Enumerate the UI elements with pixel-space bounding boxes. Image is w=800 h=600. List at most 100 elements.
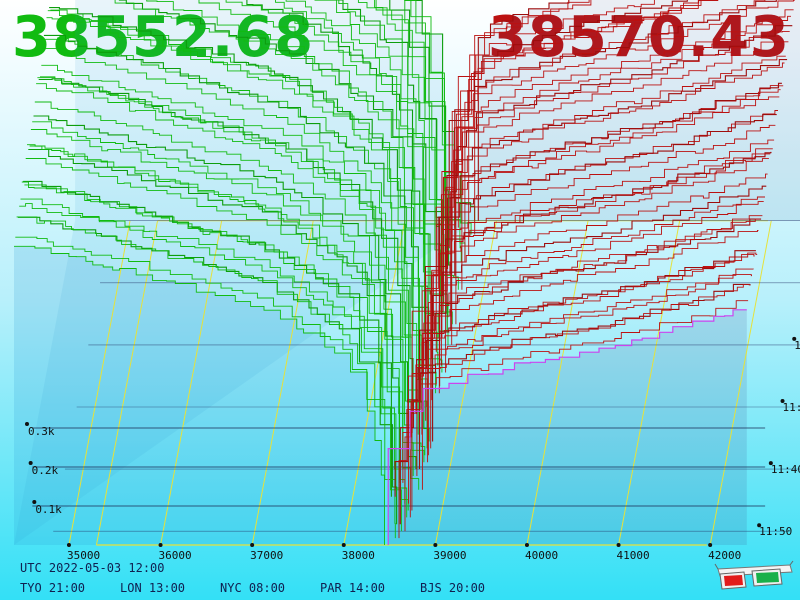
- price-tick-dot: [616, 543, 621, 547]
- ask-depth-line: [404, 284, 750, 532]
- price-grid-line: [618, 220, 681, 546]
- price-tick-dot: [66, 543, 71, 547]
- volume-tick-dot: [24, 422, 29, 426]
- ask-depth-line: [455, 41, 789, 325]
- ask-depth-line: [457, 0, 592, 228]
- bid-depth-line: [29, 145, 425, 463]
- price-tick-label: 39000: [433, 549, 466, 562]
- ask-depth-line: [431, 139, 775, 401]
- bid-depth-line: [37, 77, 423, 421]
- bid-depth-line: [43, 34, 437, 387]
- depth-fill-layer: [14, 0, 800, 546]
- bid-depth-line: [21, 181, 406, 504]
- 3d-glasses-icon[interactable]: [714, 560, 794, 594]
- clock-nyc: NYC 08:00: [220, 581, 286, 595]
- ask-depth-line: [461, 0, 795, 290]
- ask-depth-line: [446, 25, 793, 304]
- bid-surface-fill: [14, 246, 385, 546]
- price-tick-dot: [708, 543, 713, 547]
- bid-depth-line: [41, 64, 429, 401]
- bid-depth-line: [20, 198, 409, 511]
- time-tick-label: 11:20: [794, 339, 800, 352]
- price-tick-label: 41000: [617, 549, 650, 562]
- ask-depth-line: [477, 0, 570, 221]
- ask-depth-line: [430, 196, 765, 449]
- time-tick-label: 11:50: [759, 525, 792, 538]
- bid-depth-line: [49, 7, 429, 359]
- price-tick-label: 37000: [250, 549, 283, 562]
- time-tick-label: 11:40: [771, 463, 800, 476]
- ask-depth-line: [441, 55, 786, 338]
- bid-depth-line: [374, 0, 462, 263]
- ask-depth-line: [443, 9, 794, 297]
- ask-series: [387, 0, 795, 545]
- ask-depth-line: [408, 253, 755, 504]
- ask-depth-line: [427, 201, 764, 456]
- price-grid-line: [343, 220, 406, 546]
- bid-depth-line: [14, 245, 385, 545]
- ask-depth-line: [425, 153, 771, 421]
- ask-depth-line: [450, 59, 788, 332]
- bid-depth-line: [42, 47, 437, 394]
- ask-depth-line: [416, 151, 772, 414]
- ask-depth-line: [447, 0, 719, 269]
- bid-depth-line: [47, 10, 439, 366]
- bid-depth-line: [23, 180, 392, 497]
- bid-depth-line: [17, 216, 398, 525]
- ask-depth-line: [431, 82, 782, 359]
- bid-depth-line: [338, 0, 441, 283]
- bid-depth-line: [27, 144, 414, 476]
- price-tick-label: 38000: [342, 549, 375, 562]
- ask-depth-line: [435, 85, 784, 352]
- utc-clock: UTC 2022-05-03 12:00: [20, 561, 165, 575]
- ask-depth-line: [411, 158, 769, 428]
- time-tick-dot: [768, 461, 773, 466]
- bid-depth-line: [19, 203, 408, 518]
- ask-depth-line: [411, 268, 754, 511]
- ask-depth-line: [464, 0, 714, 263]
- ask-surface-fill: [388, 309, 747, 545]
- ask-depth-line: [474, 0, 590, 235]
- ask-depth-line: [448, 0, 688, 249]
- ask-depth-line: [432, 185, 767, 442]
- ask-depth-line: [468, 0, 715, 256]
- bid-depth-line: [326, 0, 452, 276]
- bid-depth-line: [15, 236, 396, 539]
- ask-depth-line: [399, 283, 751, 525]
- ask-depth-line: [451, 62, 785, 345]
- ask-depth-line: [438, 124, 776, 394]
- price-tick-label: 42000: [708, 549, 741, 562]
- ask-depth-line: [402, 229, 759, 483]
- clock-lon: LON 13:00: [120, 581, 186, 595]
- bid-depth-line: [34, 101, 419, 435]
- bid-depth-line: [114, 0, 449, 345]
- bid-depth-line: [16, 216, 402, 532]
- bid-depth-line: [28, 148, 417, 470]
- bid-depth-line: [409, 0, 476, 221]
- ask-depth-line: [409, 274, 752, 518]
- price-grid-line: [160, 220, 223, 546]
- price-tick-label: 40000: [525, 549, 558, 562]
- tick-label-layer: 35000 36000 37000 38000 39000 40000 41000 42000…: [24, 336, 800, 562]
- price-tick-dot: [341, 543, 346, 547]
- price-grid-line: [251, 220, 314, 546]
- volume-tick-label: 0.2k: [32, 464, 59, 477]
- time-tick-label: 11:30: [783, 401, 800, 414]
- bid-depth-line: [375, 0, 466, 256]
- price-tick-label: 35000: [67, 549, 100, 562]
- bid-series: [14, 0, 476, 545]
- ask-depth-line: [445, 96, 780, 373]
- ask-depth-line: [394, 250, 756, 497]
- bid-depth-line: [357, 0, 445, 269]
- price-tick-dot: [250, 543, 255, 547]
- ask-depth-line: [442, 0, 766, 283]
- time-tick-dot: [780, 399, 785, 403]
- clock-bjs: BJS 20:00: [420, 581, 486, 595]
- clock-tyo: TYO 21:00: [20, 581, 86, 595]
- bid-depth-line: [38, 78, 414, 414]
- bid-depth-line: [118, 0, 448, 332]
- ask-depth-line: [427, 215, 763, 463]
- ask-depth-line: [451, 30, 790, 318]
- ask-depth-line: [421, 173, 768, 435]
